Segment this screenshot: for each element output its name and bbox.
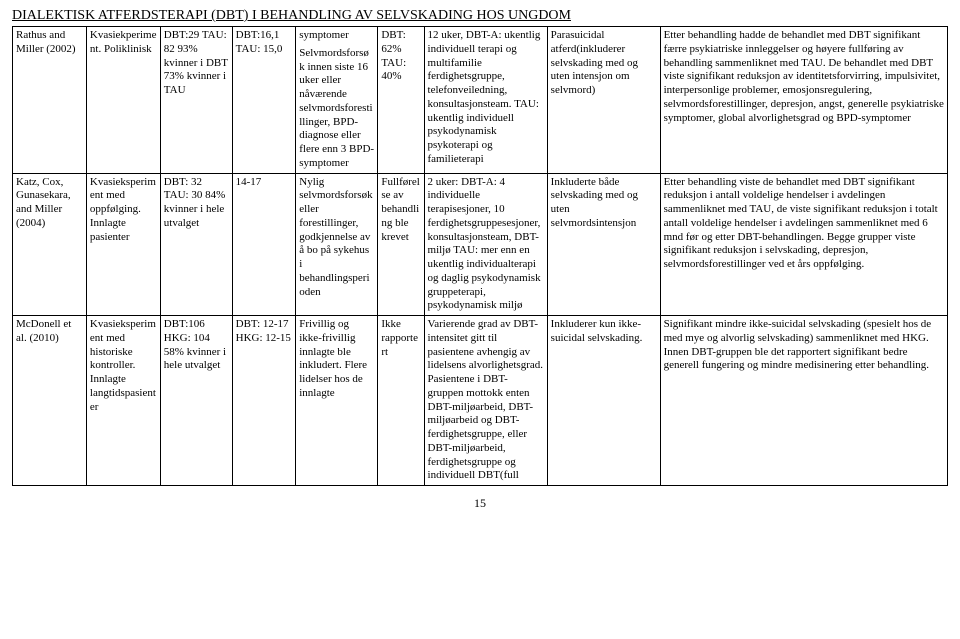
cell-inclusion: Selvmordsforsøk innen siste 16 uker elle… [296, 45, 378, 173]
cell-treatment: 2 uker: DBT-A: 4 individuelle terapisesj… [424, 173, 547, 316]
cell-age: DBT: 12-17 HKG: 12-15 [232, 316, 296, 486]
cell-study: Rathus and Miller (2002) [13, 27, 87, 174]
cell-study: Katz, Cox, Gunasekara, and Miller (2004) [13, 173, 87, 316]
cell-results: Signifikant mindre ikke-suicidal selvska… [660, 316, 947, 486]
cell-inclusion: Nylig selvmordsforsøk eller forestilling… [296, 173, 378, 316]
cell-symptomer-cont: symptomer [296, 27, 378, 45]
cell-retention: DBT: 62% TAU: 40% [378, 27, 424, 174]
cell-design: Kvasieksperiment med oppfølging. Innlagt… [86, 173, 160, 316]
cell-outcome-def: Parasuicidal atferd(inkluderer selvskadi… [547, 27, 660, 174]
cell-sample: DBT:29 TAU: 82 93% kvinner i DBT 73% kvi… [160, 27, 232, 174]
table-row: Rathus and Miller (2002) Kvasiekperiment… [13, 27, 948, 45]
cell-treatment: Varierende grad av DBT-intensitet gitt t… [424, 316, 547, 486]
cell-age: DBT:16,1 TAU: 15,0 [232, 27, 296, 174]
cell-retention: Ikke rapportert [378, 316, 424, 486]
cell-results: Etter behandling hadde de behandlet med … [660, 27, 947, 174]
cell-sample: DBT: 32 TAU: 30 84% kvinner i hele utval… [160, 173, 232, 316]
cell-sample: DBT:106 HKG: 104 58% kvinner i hele utva… [160, 316, 232, 486]
cell-inclusion: Frivillig og ikke-frivillig innlagte ble… [296, 316, 378, 486]
table-row: Katz, Cox, Gunasekara, and Miller (2004)… [13, 173, 948, 316]
page-title: DIALEKTISK ATFERDSTERAPI (DBT) I BEHANDL… [12, 8, 948, 24]
cell-outcome-def: Inkluderte både selvskading med og uten … [547, 173, 660, 316]
cell-retention: Fullførelse av behandling ble krevet [378, 173, 424, 316]
cell-age: 14-17 [232, 173, 296, 316]
cell-design: Kvasiekperiment. Poliklinisk [86, 27, 160, 174]
cell-study: McDonell et al. (2010) [13, 316, 87, 486]
cell-results: Etter behandling viste de behandlet med … [660, 173, 947, 316]
cell-design: Kvasieksperiment med historiske kontroll… [86, 316, 160, 486]
cell-outcome-def: Inkluderer kun ikke-suicidal selvskading… [547, 316, 660, 486]
page-number: 15 [12, 496, 948, 511]
study-table: Rathus and Miller (2002) Kvasiekperiment… [12, 26, 948, 486]
table-row: McDonell et al. (2010) Kvasieksperiment … [13, 316, 948, 486]
cell-treatment: 12 uker, DBT-A: ukentlig individuell ter… [424, 27, 547, 174]
